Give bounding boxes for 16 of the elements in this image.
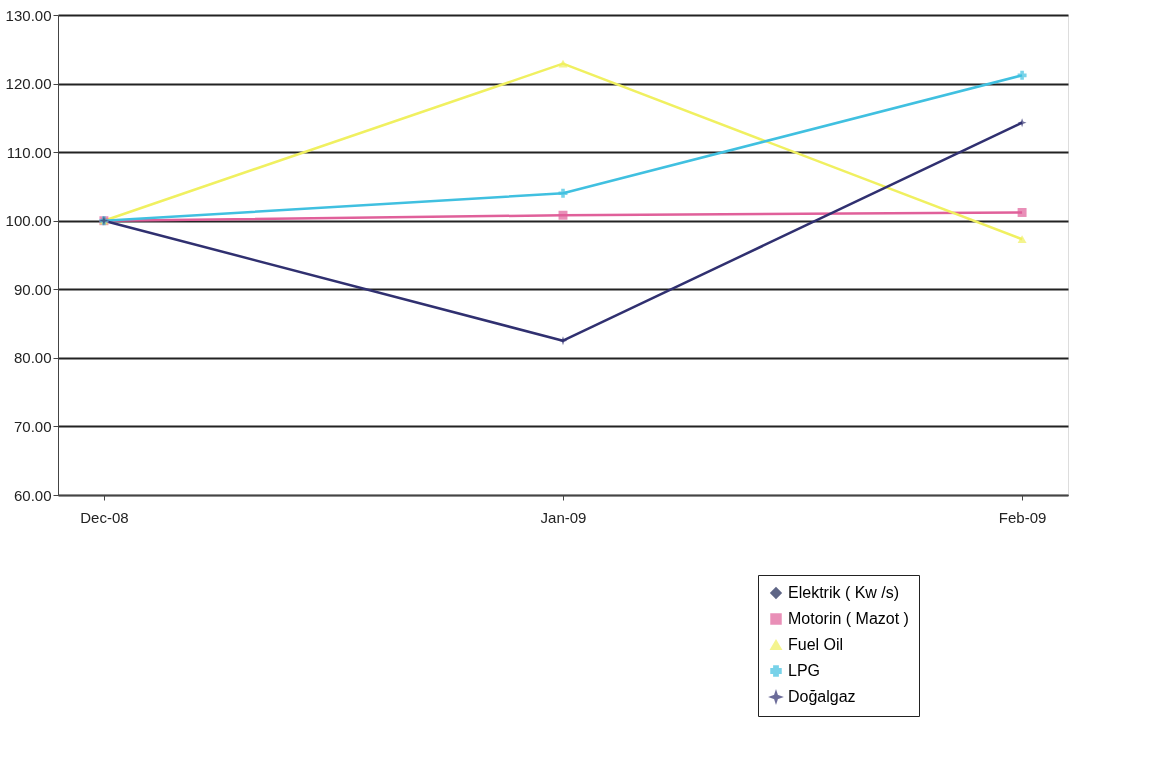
y-tick-label: 100.00	[5, 212, 52, 230]
x-tick-label: Feb-09	[998, 508, 1047, 526]
legend-label: Motorin ( Mazot )	[788, 610, 909, 627]
y-tick-label: 80.00	[13, 349, 52, 367]
legend-label: Doğalgaz	[788, 688, 856, 705]
y-tick-label: 90.00	[13, 280, 52, 298]
y-tick-label: 70.00	[13, 417, 52, 435]
y-tick-label: 60.00	[13, 486, 52, 504]
y-tick-label: 120.00	[5, 75, 52, 93]
y-tick-label: 110.00	[6, 143, 52, 161]
legend-label: Elektrik ( Kw /s)	[788, 584, 900, 601]
y-tick-label: 130.00	[5, 6, 52, 24]
legend-label: LPG	[788, 662, 821, 679]
x-tick-label: Dec-08	[80, 508, 129, 526]
x-tick-label: Jan-09	[540, 508, 587, 526]
legend-label: Fuel Oil	[788, 636, 844, 653]
